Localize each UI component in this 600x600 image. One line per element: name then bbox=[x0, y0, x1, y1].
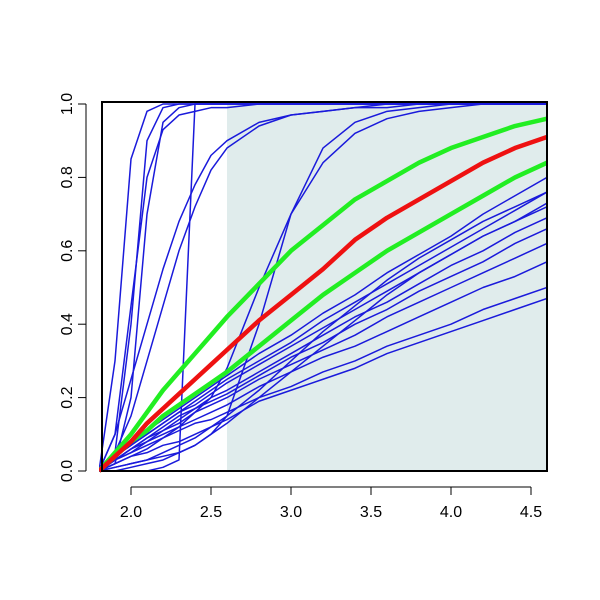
x-tick-label: 2.5 bbox=[200, 504, 222, 521]
curve bbox=[99, 242, 547, 472]
lines bbox=[99, 103, 547, 473]
curve bbox=[99, 103, 547, 472]
plot-box bbox=[101, 101, 548, 472]
y-tick-label: 0.8 bbox=[59, 166, 76, 188]
x-tick-label: 4.5 bbox=[520, 504, 542, 521]
shaded-region bbox=[227, 102, 547, 471]
x-tick-label: 3.0 bbox=[280, 504, 302, 521]
curve bbox=[99, 206, 547, 472]
curve bbox=[99, 116, 547, 473]
x-tick-label: 4.0 bbox=[440, 504, 462, 521]
y-tick-label: 1.0 bbox=[59, 93, 76, 115]
y-tick-label: 0.0 bbox=[59, 460, 76, 482]
y-tick-label: 0.6 bbox=[59, 240, 76, 262]
curve bbox=[99, 297, 547, 472]
y-tick-label: 0.2 bbox=[59, 386, 76, 408]
curve bbox=[99, 160, 547, 473]
x-tick-label: 3.5 bbox=[360, 504, 382, 521]
curve bbox=[99, 134, 547, 473]
curve bbox=[99, 191, 547, 472]
x-tick-label: 2.0 bbox=[120, 504, 142, 521]
curve bbox=[99, 191, 547, 472]
curve bbox=[99, 217, 547, 472]
y-tick-label: 0.4 bbox=[59, 313, 76, 335]
